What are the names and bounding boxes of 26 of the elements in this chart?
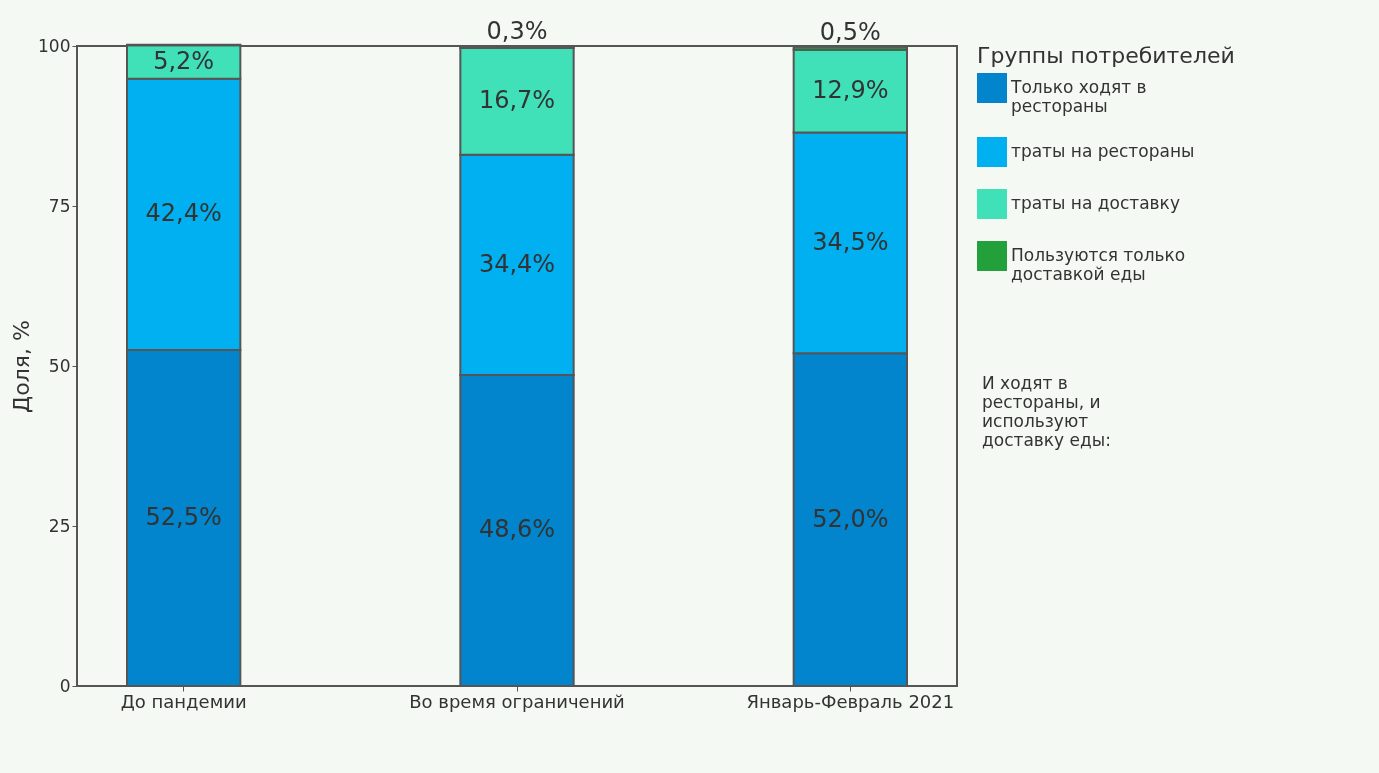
y-axis-title: Доля, %: [9, 320, 35, 413]
legend-title: Группы потребителей: [977, 43, 1235, 68]
data-label: 34,4%: [478, 249, 556, 278]
data-label: 48,6%: [478, 515, 556, 544]
y-tick-label: 100: [38, 35, 71, 56]
x-tick-label: Во время ограничений: [409, 690, 625, 712]
legend-label: траты на доставку: [1011, 193, 1180, 213]
data-label: 52,5%: [145, 503, 222, 531]
y-tick-label: 25: [48, 515, 71, 536]
data-label: 52,0%: [812, 504, 889, 533]
x-tick-label: До пандемии: [120, 690, 247, 712]
data-label: 5,2%: [153, 47, 215, 75]
legend-label: Пользуются только доставкой еды: [1011, 245, 1186, 284]
data-label: 16,7%: [478, 86, 556, 115]
legend-label: Только ходят в рестораны: [1010, 77, 1147, 116]
data-label: 0,5%: [819, 17, 881, 46]
text: И ходят в рестораны, и используют доставку еды:: [982, 373, 1111, 450]
x-tick-label: Январь-Февраль 2021: [746, 690, 955, 712]
y-tick-label: 50: [48, 355, 71, 376]
data-label: 12,9%: [812, 76, 889, 105]
data-label: 34,5%: [812, 227, 889, 256]
y-tick-label: 75: [48, 195, 71, 216]
data-label: 42,4%: [145, 199, 222, 228]
legend-label: траты на рестораны: [1011, 141, 1195, 161]
y-tick-label: 0: [59, 675, 71, 696]
data-label: 0,3%: [486, 17, 548, 45]
